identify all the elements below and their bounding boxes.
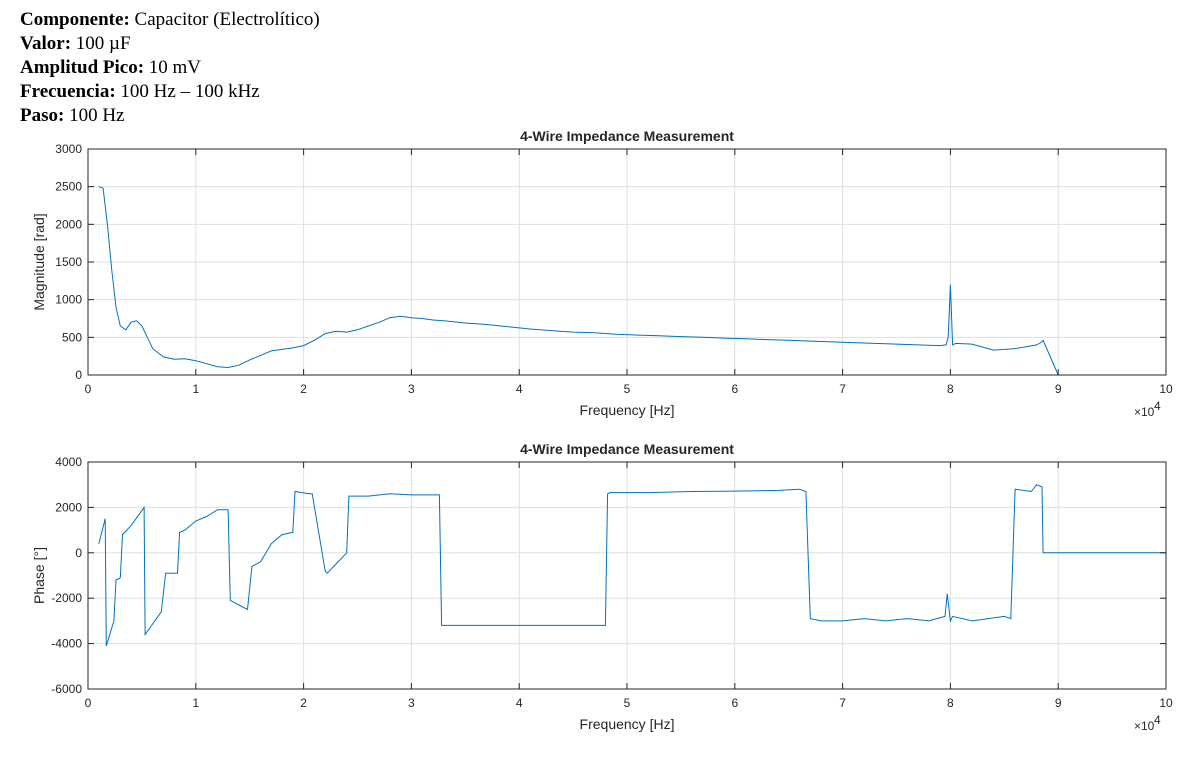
x-tick-label: 10 <box>1159 382 1173 396</box>
info-row-component: Componente: Capacitor (Electrolítico) <box>20 8 320 32</box>
x-axis-label: Frequency [Hz] <box>580 402 675 418</box>
y-tick-label: -6000 <box>51 682 82 696</box>
x-tick-label: 7 <box>839 696 846 710</box>
x-tick-label: 0 <box>85 382 92 396</box>
x-exponent-label: ×10 <box>1134 719 1155 733</box>
series-line <box>98 186 1166 376</box>
y-tick-label: -4000 <box>51 637 82 651</box>
info-value: 100 Hz – 100 kHz <box>120 81 260 102</box>
info-label: Frecuencia: <box>20 81 116 102</box>
y-tick-label: -2000 <box>51 591 82 605</box>
y-tick-label: 0 <box>75 546 82 560</box>
measurement-info: Componente: Capacitor (Electrolítico) Va… <box>20 8 320 128</box>
chart-title: 4-Wire Impedance Measurement <box>520 128 734 144</box>
info-value: 100 Hz <box>69 105 125 126</box>
x-tick-label: 0 <box>85 696 92 710</box>
grid <box>87 461 1167 690</box>
x-tick-label: 10 <box>1159 696 1173 710</box>
x-axis-label: Frequency [Hz] <box>580 716 675 732</box>
y-tick-label: 4000 <box>55 455 82 469</box>
y-tick-label: 2500 <box>55 180 82 194</box>
info-value: 100 µF <box>75 33 131 54</box>
x-tick-label: 5 <box>624 696 631 710</box>
info-value: Capacitor (Electrolítico) <box>134 9 320 30</box>
y-axis-label: Phase [°] <box>31 547 47 604</box>
x-tick-label: 9 <box>1055 382 1062 396</box>
chart-title: 4-Wire Impedance Measurement <box>520 441 734 457</box>
x-tick-label: 3 <box>408 382 415 396</box>
x-exponent-power: 4 <box>1154 399 1161 413</box>
y-tick-label: 500 <box>62 330 82 344</box>
x-tick-label: 1 <box>192 696 199 710</box>
x-tick-label: 2 <box>300 382 307 396</box>
y-tick-label: 3000 <box>55 142 82 156</box>
chart-panel-1: 0 1 2 3 4 5 6 7 8 9 10 0 500 1000 1500 2000 2500 3000 4-Wi… <box>31 128 1173 419</box>
y-axis-label: Magnitude [rad] <box>31 213 47 310</box>
x-tick-label: 4 <box>516 382 523 396</box>
x-tick-label: 6 <box>731 382 738 396</box>
grid <box>87 148 1167 376</box>
y-tick-label: 2000 <box>55 500 82 514</box>
x-tick-label: 8 <box>947 382 954 396</box>
x-tick-label: 9 <box>1055 696 1062 710</box>
info-label: Valor: <box>20 33 72 54</box>
x-exponent-power: 4 <box>1154 713 1161 727</box>
info-row-amplitude: Amplitud Pico: 10 mV <box>20 56 320 80</box>
info-row-step: Paso: 100 Hz <box>20 104 320 128</box>
x-exponent-label: ×10 <box>1134 405 1155 419</box>
x-tick-label: 8 <box>947 696 954 710</box>
y-tick-label: 2000 <box>55 217 82 231</box>
y-tick-label: 1000 <box>55 293 82 307</box>
x-tick-label: 3 <box>408 696 415 710</box>
info-label: Amplitud Pico: <box>20 57 145 78</box>
info-row-value: Valor: 100 µF <box>20 32 320 56</box>
x-tick-label: 4 <box>516 696 523 710</box>
info-row-frequency: Frecuencia: 100 Hz – 100 kHz <box>20 80 320 104</box>
y-tick-label: 1500 <box>55 255 82 269</box>
x-tick-label: 2 <box>300 696 307 710</box>
info-label: Paso: <box>20 105 65 126</box>
info-label: Componente: <box>20 9 130 30</box>
x-tick-label: 7 <box>839 382 846 396</box>
chart-panel-2: 0 1 2 3 4 5 6 7 8 9 10 -6000 -4000 -2000 0 2000 4000 4-Wi… <box>31 441 1173 733</box>
x-tick-label: 5 <box>624 382 631 396</box>
x-tick-label: 6 <box>731 696 738 710</box>
series-line <box>98 484 1166 647</box>
x-tick-label: 1 <box>192 382 199 396</box>
y-tick-label: 0 <box>75 368 82 382</box>
info-value: 10 mV <box>148 57 202 78</box>
